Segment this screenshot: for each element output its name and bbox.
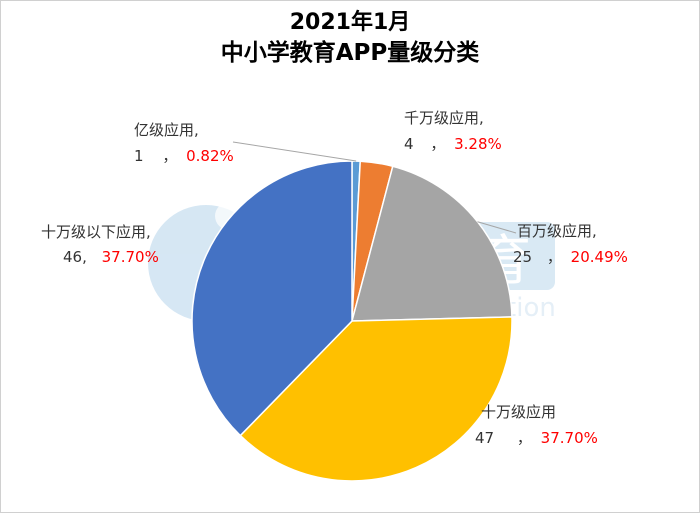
slice-label-yi: 亿级应用, <box>134 121 199 139</box>
slice-sep-qianwan: ， <box>430 135 445 153</box>
slice-sep-yi: ， <box>162 147 177 165</box>
pie-slices <box>191 160 513 482</box>
slice-baiwan <box>351 165 513 322</box>
slice-shiwan <box>239 316 513 482</box>
slice-count-shiwanyixia: 46, <box>63 248 87 266</box>
slice-percent-yi: 0.82% <box>186 147 234 165</box>
chart-title: 2021年1月 <box>289 10 411 35</box>
slice-percent-shiwanyixia: 37.70% <box>102 248 159 266</box>
slice-count-yi: 1 <box>134 147 144 165</box>
slice-label-baiwan: 百万级应用, <box>517 222 597 240</box>
slice-count-line-shiwanyixia: 46, 37.70% <box>63 248 159 266</box>
slice-count-shiwan: 47 <box>475 429 494 447</box>
slice-count-line-yi: 1 ， 0.82% <box>134 147 234 165</box>
slice-sep-baiwan: ， <box>547 248 562 266</box>
slice-label-qianwan: 千万级应用, <box>404 109 484 127</box>
slice-count-line-baiwan: 25 ， 20.49% <box>513 248 628 266</box>
slice-shiwanyixia <box>191 160 353 437</box>
label-qianwan: 千万级应用, 4 ， 3.28% <box>404 109 502 153</box>
slice-percent-qianwan: 3.28% <box>454 135 502 153</box>
label-baiwan: 百万级应用, 25 ， 20.49% <box>513 222 628 266</box>
slice-count-qianwan: 4 <box>404 135 414 153</box>
slice-sep-shiwan: ， <box>517 429 532 447</box>
chart-subtitle: 中小学教育APP量级分类 <box>220 40 480 66</box>
slice-label-shiwan: 十万级应用 <box>481 403 556 421</box>
leader-lines <box>232 141 517 234</box>
label-shiwan: 十万级应用 47 ， 37.70% <box>475 403 598 447</box>
label-yi: 亿级应用, 1 ， 0.82% <box>134 121 234 165</box>
slice-count-baiwan: 25 <box>513 248 532 266</box>
leader-baiwan <box>477 221 517 234</box>
slice-count-line-shiwan: 47 ， 37.70% <box>475 429 598 447</box>
label-shiwanyixia: 十万级以下应用, 46, 37.70% <box>41 223 159 266</box>
slice-percent-shiwan: 37.70% <box>541 429 598 447</box>
slice-percent-baiwan: 20.49% <box>571 248 628 266</box>
slice-count-line-qianwan: 4 ， 3.28% <box>404 135 502 153</box>
slice-label-shiwanyixia: 十万级以下应用, <box>41 223 151 241</box>
leader-yi <box>232 141 357 162</box>
